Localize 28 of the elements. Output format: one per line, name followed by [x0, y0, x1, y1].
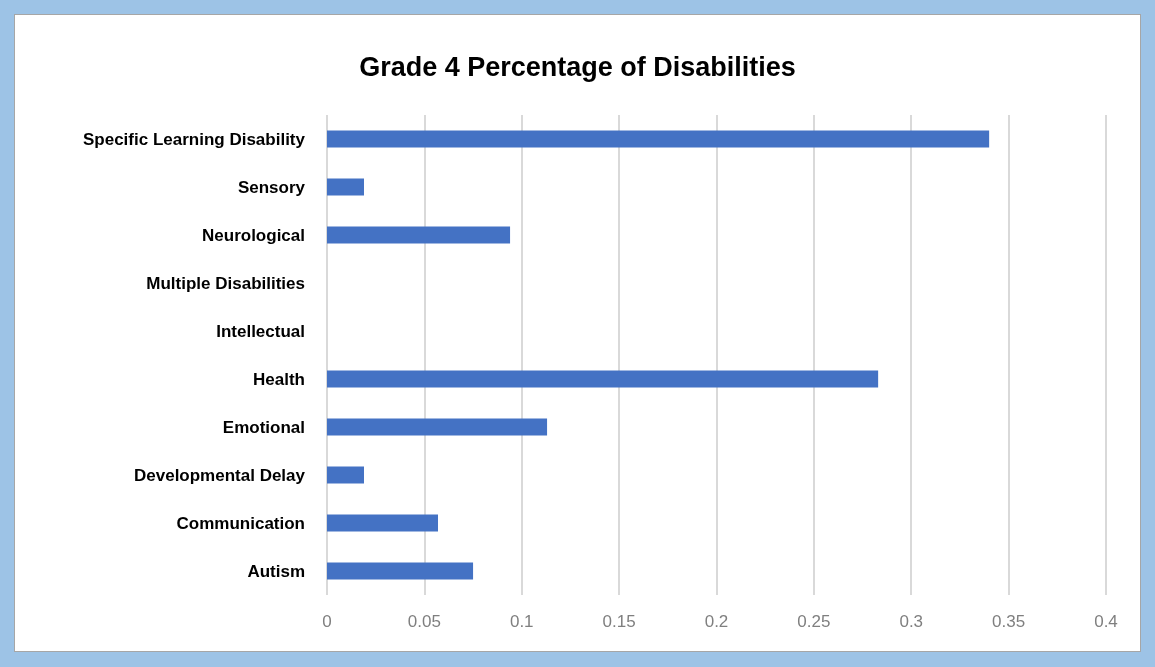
x-tick-label: 0.4: [1094, 612, 1118, 631]
x-tick-label: 0.35: [992, 612, 1026, 631]
y-tick-label: Emotional: [222, 417, 305, 437]
y-tick-label: Multiple Disabilities: [146, 273, 305, 293]
bar: [327, 466, 364, 484]
y-tick-label: Specific Learning Disability: [82, 129, 306, 149]
bar: [327, 226, 511, 244]
x-tick-label: 0.3: [899, 612, 924, 631]
x-tick-label: 0.05: [407, 612, 441, 631]
bar: [327, 130, 990, 148]
y-tick-label: Sensory: [237, 177, 306, 197]
y-tick-label: Autism: [247, 561, 305, 581]
y-tick-label: Intellectual: [216, 321, 305, 341]
y-tick-label: Communication: [176, 513, 305, 533]
x-tick-label: 0.25: [797, 612, 831, 631]
chart-title: Grade 4 Percentage of Disabilities: [359, 51, 796, 82]
bar: [327, 418, 548, 436]
x-tick-label: 0: [322, 612, 332, 631]
bar: [327, 514, 439, 532]
bar: [327, 178, 364, 196]
x-tick-label: 0.15: [602, 612, 636, 631]
x-tick-label: 0.1: [509, 612, 534, 631]
x-tick-label: 0.2: [704, 612, 729, 631]
y-tick-label: Developmental Delay: [133, 465, 306, 485]
bar: [327, 370, 879, 388]
y-tick-label: Neurological: [202, 225, 305, 245]
bar: [327, 562, 474, 580]
y-tick-label: Health: [253, 369, 305, 389]
